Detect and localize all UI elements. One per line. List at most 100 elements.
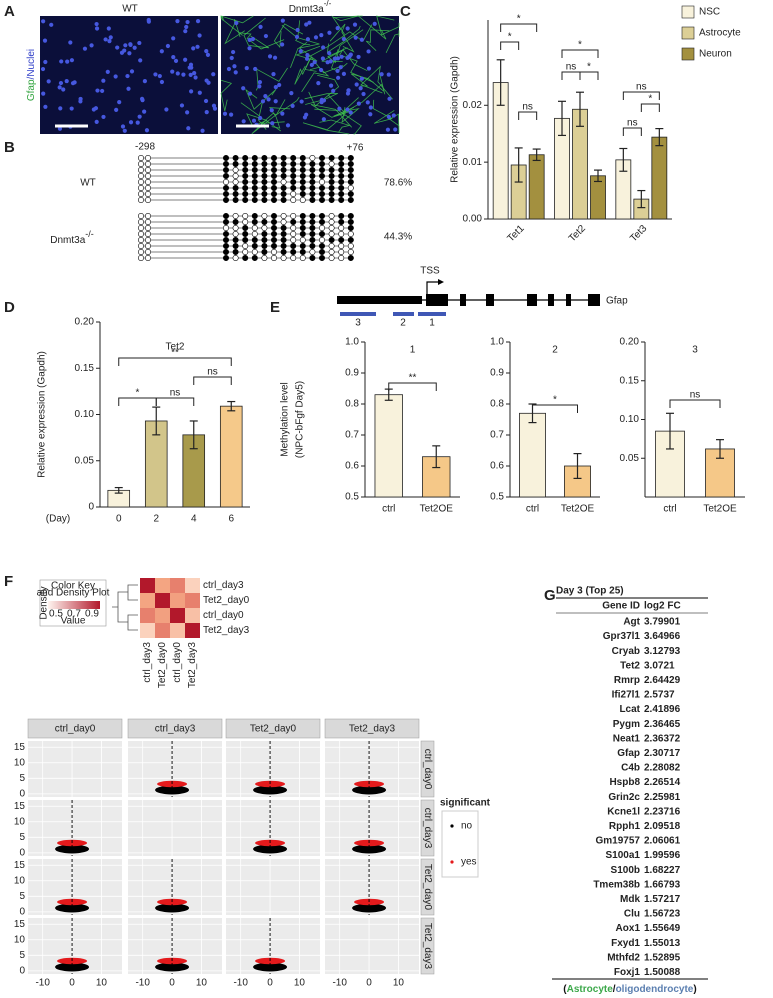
cpg (291, 255, 296, 260)
strip-label: ctrl_day3 (155, 724, 196, 735)
x-tick-label: 4 (191, 514, 197, 525)
panel-bg (226, 859, 320, 915)
x-tick-label: 10 (294, 978, 306, 989)
cpg (291, 219, 296, 224)
cpg (243, 197, 248, 202)
cpg (223, 167, 228, 172)
nucleus (331, 89, 335, 93)
nucleus (109, 35, 113, 39)
nucleus (107, 39, 111, 43)
heatmap-row-label: Tet2_day3 (203, 625, 250, 636)
cpg (291, 191, 296, 196)
panel-label: F (4, 573, 13, 590)
gene-id: Lcat (619, 704, 640, 715)
cpg (145, 197, 150, 202)
significance-label: * (553, 395, 557, 406)
legend-label: yes (461, 857, 477, 868)
title-text: Dnmt3a (289, 4, 324, 15)
footer-part: ) (693, 984, 696, 995)
nucleus (369, 105, 373, 109)
nucleus (95, 88, 99, 92)
cpg (310, 213, 315, 218)
cpg (233, 197, 238, 202)
cpg (262, 161, 267, 166)
y-tick-label: 0.7 (490, 430, 504, 441)
heatmap-row-label: ctrl_day3 (203, 580, 244, 591)
significance-bracket (562, 72, 580, 80)
nucleus (164, 107, 168, 111)
heatmap-col-label: ctrl_day0 (172, 642, 183, 683)
region-label: 2 (400, 318, 406, 329)
legend-label: NSC (699, 7, 720, 18)
cpg (300, 167, 305, 172)
cpg (223, 179, 228, 184)
cpg (281, 197, 286, 202)
nucleus (321, 56, 325, 60)
x-tick-label: 10 (96, 978, 108, 989)
nucleus (230, 56, 234, 60)
gene-id: Grin2c (608, 792, 640, 803)
nucleus (153, 72, 157, 76)
cpg (252, 213, 257, 218)
y-axis-label: Relative expression (Gapdh) (37, 351, 48, 478)
cpg (145, 167, 150, 172)
exon (527, 294, 537, 306)
log2fc: 2.23716 (644, 806, 681, 817)
heatmap-row-label: Tet2_day0 (203, 595, 250, 606)
nucleus (310, 63, 314, 67)
cpg (319, 213, 324, 218)
cpg (138, 173, 143, 178)
significance-label: ns (170, 388, 181, 399)
nucleus (137, 41, 141, 45)
label-text: Dnmt3a (50, 235, 85, 246)
log2fc: 3.64966 (644, 631, 681, 642)
nucleus (336, 26, 340, 30)
cpg (319, 197, 324, 202)
nucleus (41, 67, 45, 71)
cpg (233, 173, 238, 178)
gene-diagram: TSS Gfap 3 2 1 (337, 266, 628, 329)
heatmap-cell (170, 593, 185, 608)
cpg (243, 179, 248, 184)
cpg (310, 197, 315, 202)
cpg (243, 225, 248, 230)
nucleus (129, 120, 133, 124)
cpg (281, 219, 286, 224)
y-tick-label: 0.02 (463, 100, 483, 111)
cpg (339, 231, 344, 236)
y-tick-label: 10 (14, 934, 26, 945)
y-tick-label: 0.8 (490, 399, 504, 410)
cpg (271, 225, 276, 230)
y-tick-label: 0.5 (345, 492, 359, 503)
cpg (271, 243, 276, 248)
x-tick-label: 2 (153, 514, 159, 525)
nucleus (304, 22, 308, 26)
x-tick-label: Tet1 (506, 223, 527, 244)
gene-id: Gfap (617, 748, 640, 759)
nucleus (392, 113, 396, 117)
gene-id: S100a1 (606, 850, 641, 861)
significance-bracket (641, 104, 659, 112)
significance-bracket (519, 112, 537, 120)
heatmap-cell (185, 578, 200, 593)
cpg (291, 225, 296, 230)
log2fc: 1.55649 (644, 923, 681, 934)
heatmap-cell (185, 608, 200, 623)
cpg (319, 179, 324, 184)
nucleus (345, 107, 349, 111)
cpg (339, 197, 344, 202)
nucleus (65, 59, 69, 63)
nucleus (234, 21, 238, 25)
nucleus (295, 35, 299, 39)
cpg (281, 249, 286, 254)
y-tick-label: 5 (19, 950, 25, 961)
percent-label: 78.6% (384, 178, 412, 189)
cpg (271, 255, 276, 260)
promoter (337, 296, 422, 304)
cpg (223, 243, 228, 248)
log2fc: 1.66793 (644, 879, 681, 890)
nucleus (229, 113, 233, 117)
gene-label: Gfap (606, 296, 628, 307)
nucleus (289, 91, 293, 95)
cpg (243, 167, 248, 172)
